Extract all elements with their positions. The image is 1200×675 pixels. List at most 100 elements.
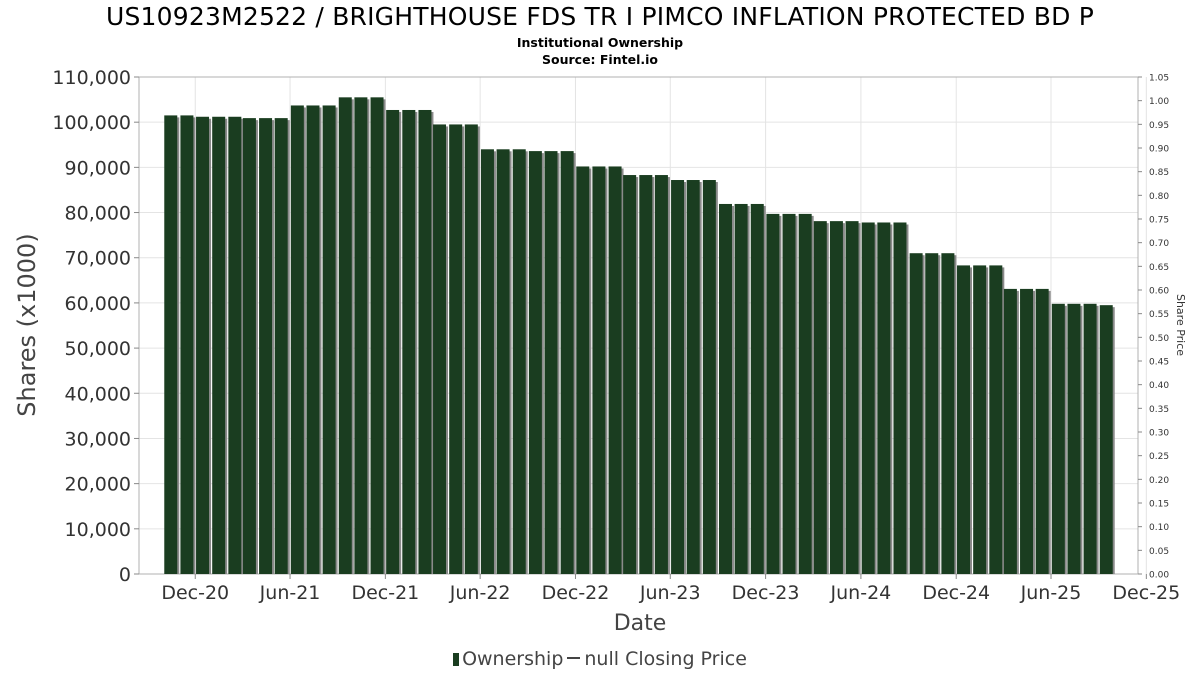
- y2-tick-label: 0.30: [1149, 429, 1169, 439]
- ownership-bar: [402, 109, 416, 574]
- ownership-bar: [877, 222, 891, 574]
- chart-title: US10923M2522 / BRIGHTHOUSE FDS TR I PIMC…: [105, 2, 1094, 31]
- y2-tick-label: 0.40: [1149, 381, 1169, 391]
- ownership-bar: [750, 203, 764, 574]
- y2-tick-label: 0.35: [1149, 405, 1169, 415]
- ownership-bar: [766, 213, 780, 574]
- x-tick-label: Jun-23: [639, 582, 701, 604]
- y2-tick-label: 0.50: [1149, 334, 1169, 344]
- x-axis-label: Date: [614, 611, 667, 636]
- y2-tick-label: 0.25: [1149, 452, 1169, 462]
- ownership-bar: [164, 115, 178, 575]
- ownership-bar: [893, 222, 907, 574]
- ownership-bar: [639, 175, 653, 574]
- ownership-bar: [1067, 303, 1081, 574]
- x-tick-label: Dec-25: [1112, 582, 1180, 604]
- ownership-bar: [829, 221, 843, 574]
- y-tick-label: 70,000: [65, 248, 131, 270]
- y2-tick-label: 0.55: [1149, 310, 1169, 320]
- ownership-bar: [1035, 288, 1049, 574]
- y-axis-label: Shares (x1000): [13, 233, 41, 416]
- ownership-bar: [861, 222, 875, 574]
- y2-tick-label: 0.20: [1149, 476, 1169, 486]
- ownership-bar: [973, 265, 987, 574]
- ownership-bar: [180, 115, 194, 575]
- ownership-bar: [338, 97, 352, 574]
- ownership-bar: [925, 253, 939, 574]
- ownership-bar: [671, 180, 685, 575]
- ownership-bar: [608, 166, 622, 574]
- y2-tick-label: 0.45: [1149, 358, 1169, 368]
- ownership-bar: [354, 97, 368, 574]
- ownership-bar: [449, 124, 463, 574]
- ownership-bar: [576, 166, 590, 574]
- secondary-y-axis-label: Share Price: [1174, 294, 1187, 356]
- x-tick-label: Jun-21: [259, 582, 321, 604]
- x-tick-label: Dec-21: [351, 582, 419, 604]
- x-tick-label: Dec-20: [161, 582, 229, 604]
- ownership-bar: [592, 166, 606, 574]
- y2-tick-label: 0.90: [1149, 145, 1169, 155]
- y2-tick-label: 0.75: [1149, 216, 1169, 226]
- ownership-bar: [242, 118, 256, 575]
- ownership-bar: [228, 116, 242, 574]
- ownership-bar: [528, 151, 542, 574]
- ownership-bar: [623, 175, 637, 574]
- legend: Ownership null Closing Price: [0, 648, 1200, 670]
- y-tick-label: 110,000: [52, 67, 131, 89]
- y2-tick-label: 0.65: [1149, 263, 1169, 273]
- legend-ownership: Ownership: [462, 648, 564, 670]
- ownership-bar: [322, 105, 336, 575]
- x-tick-label: Dec-22: [542, 582, 610, 604]
- y-tick-label: 0: [119, 564, 131, 586]
- ownership-bar: [560, 151, 574, 574]
- ownership-bar: [480, 149, 494, 575]
- ownership-bar: [1003, 288, 1017, 574]
- y-tick-label: 50,000: [65, 338, 131, 360]
- y-tick-label: 10,000: [65, 519, 131, 541]
- secondary-y-axis: 0.00 0.05 0.10 0.15 0.20 0.25 0.30 0.35 0.40 0.45…: [1138, 74, 1169, 581]
- ownership-bar: [418, 109, 432, 574]
- ownership-bar: [1051, 303, 1065, 574]
- price-line-icon: [567, 657, 581, 659]
- ownership-bar: [274, 118, 288, 575]
- ownership-bar: [259, 118, 273, 575]
- ownership-bar: [813, 221, 827, 574]
- chart-subtitle: Institutional Ownership: [516, 35, 684, 50]
- ownership-bar: [1083, 303, 1097, 574]
- y2-tick-label: 0.85: [1149, 168, 1169, 178]
- legend-price: null Closing Price: [584, 648, 747, 670]
- ownership-bar: [496, 149, 510, 575]
- ownership-bar: [654, 175, 668, 574]
- x-tick-label: Dec-23: [732, 582, 800, 604]
- ownership-bar: [386, 109, 400, 574]
- y-tick-label: 90,000: [65, 157, 131, 179]
- ownership-bar: [957, 265, 971, 574]
- ownership-bar: [909, 253, 923, 574]
- ownership-bar: [686, 180, 700, 575]
- y-axis: 0 10,000 20,000 30,000 40,000 50,000 60,000 70,…: [52, 67, 139, 586]
- y2-tick-label: 0.00: [1149, 571, 1169, 581]
- x-tick-label: Jun-24: [830, 582, 892, 604]
- y-tick-label: 60,000: [65, 293, 131, 315]
- ownership-bar: [782, 213, 796, 574]
- ownership-bar: [845, 221, 859, 574]
- y2-tick-label: 1.05: [1149, 74, 1169, 84]
- y-tick-label: 40,000: [65, 383, 131, 405]
- plot-area: [138, 76, 1139, 575]
- ownership-bar: [290, 105, 304, 575]
- ownership-swatch-icon: [453, 653, 460, 666]
- y-tick-label: 100,000: [52, 112, 131, 134]
- ownership-bar: [306, 105, 320, 575]
- ownership-bar: [718, 203, 732, 574]
- x-tick-label: Dec-24: [922, 582, 990, 604]
- y2-tick-label: 0.10: [1149, 523, 1169, 533]
- x-tick-label: Jun-25: [1020, 582, 1082, 604]
- ownership-bar: [433, 124, 447, 574]
- ownership-bar: [512, 149, 526, 575]
- ownership-bars: [164, 97, 1115, 575]
- ownership-bar: [370, 97, 384, 574]
- y2-tick-label: 0.95: [1149, 121, 1169, 131]
- ownership-bar: [1099, 305, 1113, 574]
- y-tick-label: 80,000: [65, 203, 131, 225]
